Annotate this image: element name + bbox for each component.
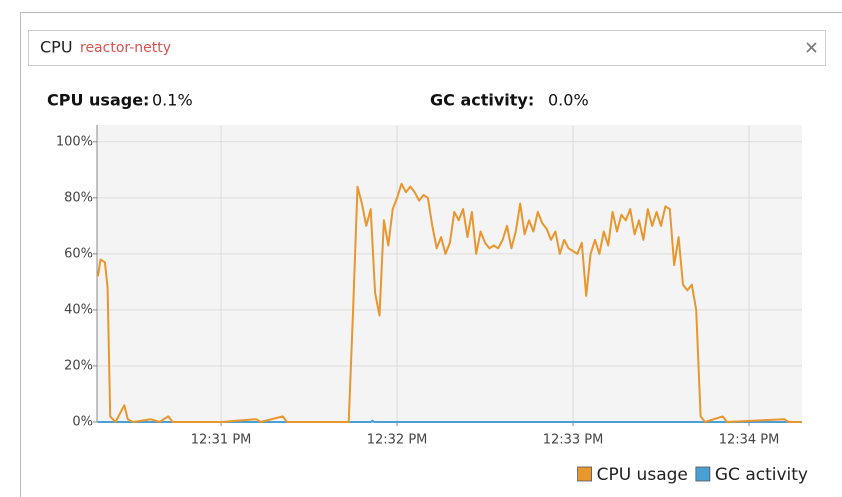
x-tick-label: 12:33 PM: [543, 433, 604, 448]
summary-label: CPU usage:: [47, 91, 149, 110]
x-tick-label: 12:34 PM: [719, 433, 780, 448]
summary-value: 0.0%: [548, 91, 589, 110]
legend-swatch: [695, 466, 711, 482]
legend-label: GC activity: [715, 465, 808, 485]
series-line: [96, 182, 802, 423]
close-button[interactable]: [806, 42, 817, 53]
x-tick-label: 12:31 PM: [191, 433, 252, 448]
panel-header: [28, 30, 826, 66]
y-tick-label: 40%: [64, 302, 93, 317]
y-tick-label: 80%: [64, 190, 93, 205]
y-tick-label: 20%: [64, 358, 93, 373]
legend-label: CPU usage: [597, 465, 688, 485]
plot-area: [97, 125, 802, 422]
summary-value: 0.1%: [152, 91, 193, 110]
panel-subtitle: reactor-netty: [80, 40, 171, 56]
y-tick-label: 0%: [72, 415, 93, 430]
legend-swatch: [577, 466, 592, 482]
x-tick-label: 12:32 PM: [367, 433, 428, 448]
summary-label: GC activity:: [430, 91, 534, 110]
y-tick-label: 100%: [56, 134, 93, 149]
panel-title: CPU: [40, 38, 73, 57]
y-tick-label: 60%: [64, 246, 93, 261]
series-line: [97, 419, 802, 423]
